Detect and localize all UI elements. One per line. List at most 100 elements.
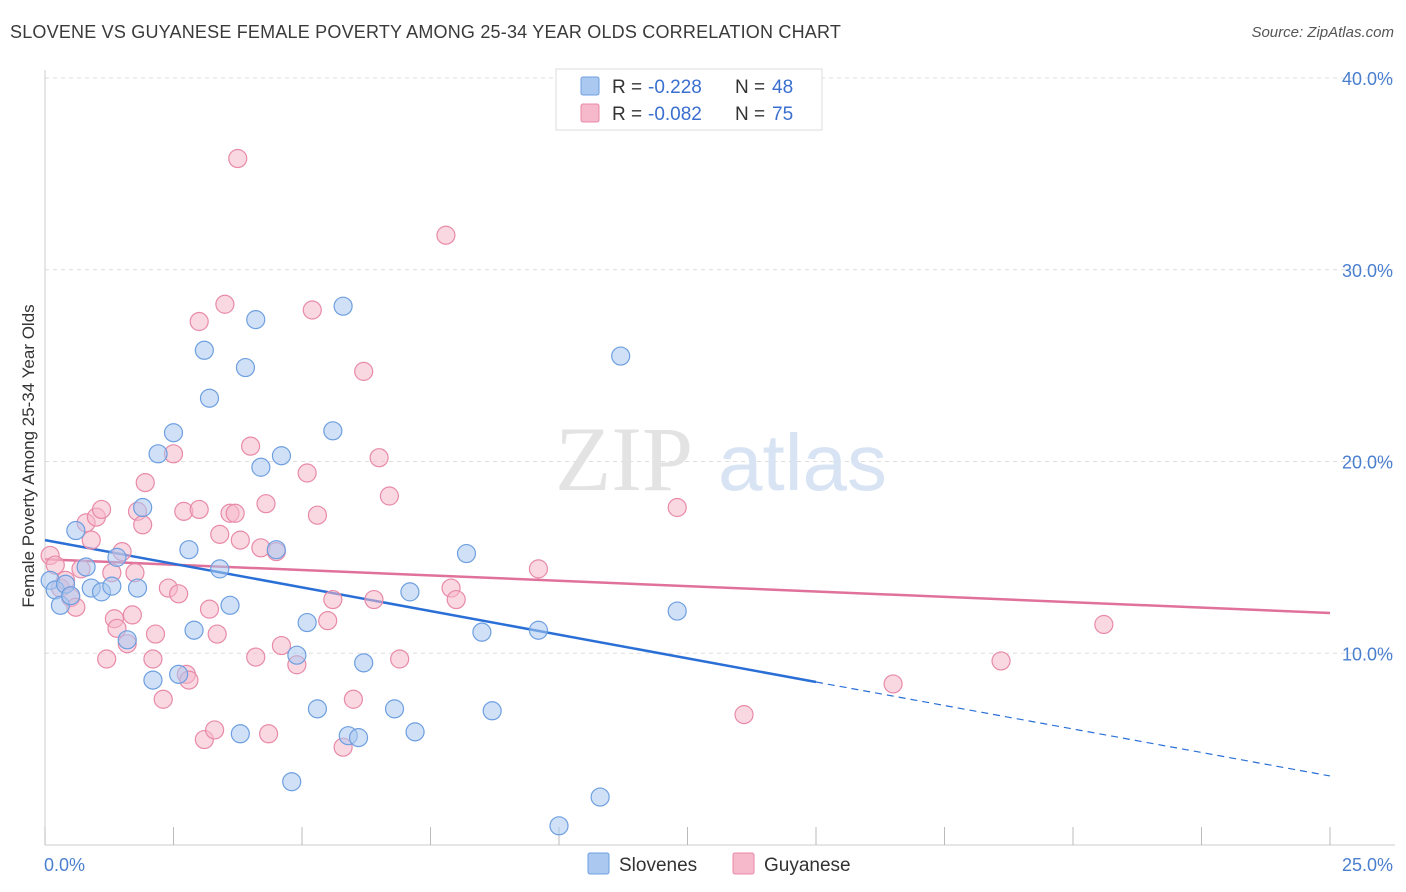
guyanese-point [133,515,153,535]
slovenes-point [251,457,271,477]
trend-lines [44,538,1331,777]
guyanese-point [199,599,220,619]
slovenes-trend-line [44,538,817,684]
guyanese-point [228,148,248,169]
guyanese-point [364,589,384,610]
guyanese-point [302,300,322,320]
legend-n-value-1: 48 [772,77,793,98]
guyanese-point [354,361,374,381]
guyanese-point [143,649,163,669]
slovenes-point [246,310,266,330]
slovenes-point [282,772,302,792]
guyanese-point [153,689,173,709]
slovenes-point [179,540,199,560]
guyanese-point [991,651,1011,671]
guyanese-point [528,559,549,579]
slovenes-point [297,612,317,633]
y-tick-label: 20.0% [1342,453,1393,473]
slovenes-point [163,423,184,443]
slovenes-point [271,446,292,466]
chart-source: Source: ZipAtlas.com [1251,24,1394,41]
slovenes-point [184,620,204,640]
slovenes-point [66,520,86,541]
slovenes-point [307,699,328,719]
series-legend-slovenes: Slovenes [619,855,697,876]
slovenes-point [117,630,137,650]
slovenes-point [456,543,477,564]
legend-r-label-1: R = [612,77,642,98]
guyanese-point [436,225,456,245]
slovenes-point [133,497,153,518]
series-legend-guyanese: Guyanese [764,855,851,876]
guyanese-point [135,472,155,493]
y-tick-label: 40.0% [1342,69,1393,89]
legend-swatch-guyanese [580,103,600,123]
axes [44,70,1395,846]
legend-n-label-1: N = [735,77,765,98]
slovenes-point [482,701,502,721]
slovenes-trend-extension [815,681,1331,777]
guyanese-point [446,589,466,610]
slovenes-point [230,724,250,744]
slovenes-point [148,444,168,464]
legend-r-label-2: R = [612,104,642,125]
guyanese-point [369,448,389,468]
y-tick-label: 10.0% [1342,644,1393,664]
guyanese-point [91,499,112,520]
guyanese-point [122,605,142,625]
guyanese-point [189,311,209,332]
guyanese-point [667,497,687,518]
chart-title: SLOVENE VS GUYANESE FEMALE POVERTY AMONG… [10,22,842,42]
guyanese-point [297,463,317,483]
y-tick-label: 30.0% [1342,261,1393,281]
series-legend: Slovenes Guyanese [587,852,851,876]
slovenes-point [210,559,230,579]
stats-legend: R = -0.228 N = 48 R = -0.082 N = 75 [555,68,823,131]
slovenes-point [611,346,631,366]
slovenes-point [405,722,425,742]
slovenes-point [348,728,369,748]
legend-r-value-2: -0.082 [648,104,702,125]
slovenes-point [127,578,148,598]
slovenes-point [472,622,492,642]
series-legend-swatch-slovenes [587,852,610,875]
guyanese-point [145,624,166,644]
guyanese-point [210,524,230,544]
legend-n-label-2: N = [735,104,765,125]
x-tick-label-max: 25.0% [1342,855,1393,875]
slovenes-point [287,645,307,665]
guyanese-point [230,530,250,550]
slovenes-point [143,670,163,690]
slovenes-point [266,540,286,560]
slovenes-point [549,816,569,836]
guyanese-point [256,494,276,514]
guyanese-point [318,611,338,631]
legend-r-value-1: -0.228 [648,77,702,98]
guyanese-trend-line [44,558,1331,615]
guyanese-point [1094,614,1114,635]
guyanese-point [883,674,903,694]
legend-swatch-slovenes [580,76,600,96]
slovenes-point [76,557,96,577]
y-axis-label: Female Poverty Among 25-34 Year Olds [19,304,38,607]
slovenes-point [323,421,343,441]
guyanese-point [323,589,343,610]
guyanese-point [215,294,235,314]
data-points [40,148,1114,836]
slovenes-point [199,388,220,408]
guyanese-point [207,624,227,644]
slovenes-point [400,582,420,602]
guyanese-point [734,705,754,725]
guyanese-point [307,505,328,525]
slovenes-point [333,296,353,316]
guyanese-point [81,530,101,550]
slovenes-point [667,601,687,621]
guyanese-point [246,647,266,667]
slovenes-point [590,787,610,807]
slovenes-point [220,595,240,615]
watermark-atlas: atlas [718,418,887,507]
slovenes-point [384,699,405,719]
slovenes-point [169,664,189,684]
watermark-zip: ZIP [555,408,693,510]
